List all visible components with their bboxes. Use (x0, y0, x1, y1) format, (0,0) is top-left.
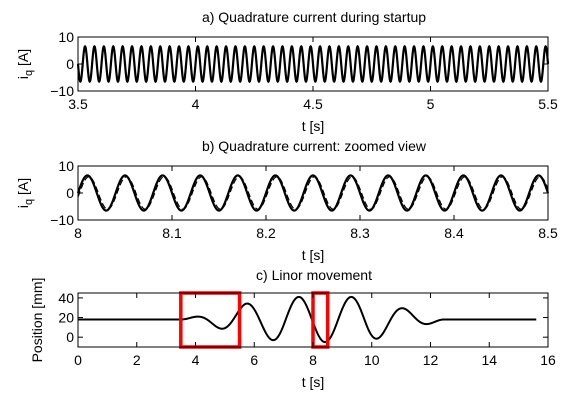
panel-c: c) Linor movement 0 2 4 6 8 10 12 14 16 0 20 40 t … (29, 267, 556, 390)
panel-a-x-axis-label: t [s] (302, 118, 325, 134)
panel-a-plot-area (76, 44, 550, 84)
panel-a-y-label-main: i (15, 76, 31, 79)
panel-c-title: c) Linor movement (256, 267, 372, 283)
series-line (76, 174, 550, 212)
panel-c-y-ticks: 0 20 40 (58, 290, 548, 345)
panel-b-plot-area (76, 174, 550, 212)
panel-a-y-ticks: −10 0 10 (50, 29, 548, 99)
x-tick-label: 0 (74, 352, 82, 368)
x-tick-label: 8.2 (256, 225, 276, 241)
series-line (78, 295, 537, 344)
x-tick-label: 4 (192, 352, 200, 368)
x-tick-label: 6 (250, 352, 258, 368)
panel-b-y-axis-label: iq [A] (15, 178, 35, 208)
panel-b-y-label-main: i (15, 205, 31, 208)
panel-b-title: b) Quadrature current: zoomed view (202, 138, 427, 154)
panel-b-y-label-unit: [A] (15, 178, 31, 199)
y-tick-label: 0 (66, 329, 74, 345)
y-tick-label: 20 (58, 310, 74, 326)
x-tick-label: 8.3 (350, 225, 370, 241)
x-tick-label: 3.5 (68, 96, 88, 112)
reference-line (77, 176, 549, 210)
y-tick-label: −10 (50, 83, 74, 99)
x-tick-label: 5 (427, 96, 435, 112)
panel-a-y-axis-label: iq [A] (15, 49, 35, 79)
y-tick-label: 0 (66, 56, 74, 72)
panel-b-x-axis-label: t [s] (302, 247, 325, 263)
panel-c-y-axis-label: Position [mm] (29, 278, 45, 363)
highlight-box (179, 291, 242, 349)
x-tick-label: 14 (481, 352, 497, 368)
x-tick-label: 2 (133, 352, 141, 368)
panel-a-title: a) Quadrature current during startup (202, 9, 426, 25)
panel-b: b) Quadrature current: zoomed view 8 8.1 8… (15, 138, 558, 263)
y-tick-label: 40 (58, 290, 74, 306)
x-tick-label: 10 (364, 352, 380, 368)
panel-b-x-ticks: 8 8.1 8.2 8.3 8.4 8.5 (74, 166, 558, 241)
panel-b-y-label-sub: q (23, 199, 35, 205)
x-tick-label: 8 (74, 225, 82, 241)
panel-c-highlight-boxes (179, 291, 330, 349)
x-tick-label: 8.5 (538, 225, 558, 241)
y-tick-label: 0 (66, 185, 74, 201)
panel-a: a) Quadrature current during startup 3.5… (15, 9, 558, 134)
panel-b-axes-box (77, 165, 549, 221)
panel-b-y-ticks: −10 0 10 (50, 158, 548, 228)
panel-c-x-ticks: 0 2 4 6 8 10 12 14 16 (74, 293, 556, 368)
x-tick-label: 4.5 (303, 96, 323, 112)
x-tick-label: 8.4 (444, 225, 464, 241)
x-tick-label: 5.5 (538, 96, 558, 112)
x-tick-label: 8 (309, 352, 317, 368)
panel-a-y-label-sub: q (23, 70, 35, 76)
y-tick-label: 10 (58, 29, 74, 45)
x-tick-label: 8.1 (162, 225, 182, 241)
panel-c-x-axis-label: t [s] (302, 374, 325, 390)
x-tick-label: 12 (423, 352, 439, 368)
x-tick-label: 16 (540, 352, 556, 368)
panel-a-y-label-unit: [A] (15, 49, 31, 70)
panel-a-x-ticks: 3.5 4 4.5 5 5.5 (68, 37, 558, 112)
panel-c-plot-area (78, 295, 537, 344)
y-tick-label: −10 (50, 212, 74, 228)
y-tick-label: 10 (58, 158, 74, 174)
x-tick-label: 4 (192, 96, 200, 112)
series-line (76, 44, 550, 84)
